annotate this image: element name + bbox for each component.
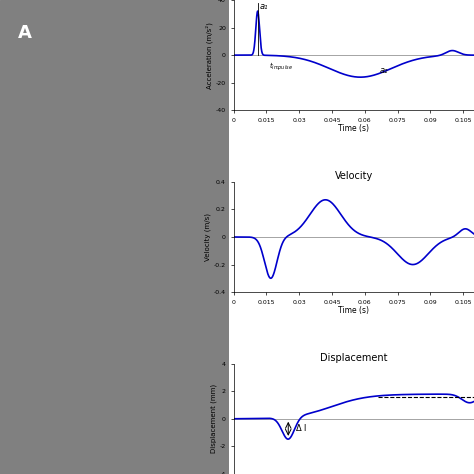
Text: $\Delta$ l: $\Delta$ l <box>295 421 307 433</box>
Title: Displacement: Displacement <box>320 353 388 363</box>
Text: a₁: a₁ <box>260 2 268 11</box>
X-axis label: Time (s): Time (s) <box>338 306 369 315</box>
Text: a₂: a₂ <box>380 66 389 75</box>
Y-axis label: Acceleration (m/s²): Acceleration (m/s²) <box>206 22 213 89</box>
Y-axis label: Velocity (m/s): Velocity (m/s) <box>205 213 211 261</box>
Y-axis label: Displacement (mm): Displacement (mm) <box>210 384 217 454</box>
X-axis label: Time (s): Time (s) <box>338 124 369 133</box>
Text: A: A <box>18 24 32 42</box>
Text: $t_{impulse}$: $t_{impulse}$ <box>269 61 292 73</box>
Title: Velocity: Velocity <box>335 171 373 181</box>
